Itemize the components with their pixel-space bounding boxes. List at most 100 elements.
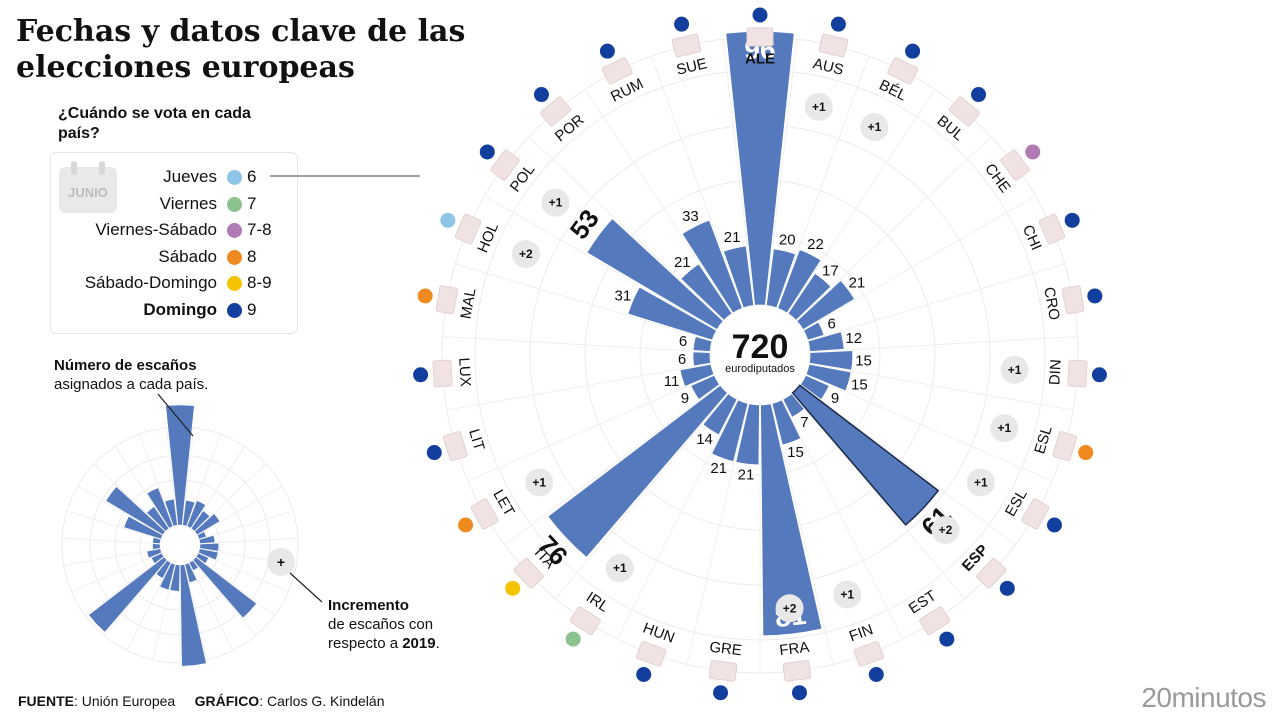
mini-grid-spoke xyxy=(190,446,246,529)
legend-item-label: Sábado-Domingo xyxy=(84,273,217,292)
increment-label: +2 xyxy=(519,247,533,261)
bar-value-label: 15 xyxy=(855,353,872,370)
increment-badge xyxy=(833,580,862,609)
mini-grid-spoke xyxy=(198,552,289,593)
country-label: AUS xyxy=(811,55,845,79)
mini-grid-spoke xyxy=(192,559,257,636)
legend-item-dot xyxy=(227,196,242,212)
bar-sue xyxy=(723,245,755,309)
vote-day-dot xyxy=(1091,367,1107,383)
bar-value-label: 11 xyxy=(664,373,680,390)
mini-bar xyxy=(188,560,199,571)
increment-badge xyxy=(605,554,634,583)
grid-spoke xyxy=(528,136,722,319)
bar-value-label: 14 xyxy=(696,431,713,448)
increment-badge xyxy=(966,468,995,497)
vote-day-dot xyxy=(999,580,1015,596)
vote-day-dot xyxy=(713,685,729,701)
increment-note-bold: Incremento xyxy=(328,597,409,614)
legend-item-day: 9 xyxy=(247,299,257,319)
bar-cro xyxy=(807,331,845,352)
bar-let xyxy=(690,374,721,401)
mini-grid-spoke xyxy=(195,556,275,616)
increment-label: +1 xyxy=(1008,363,1022,377)
increment-label: +1 xyxy=(549,196,563,210)
grid-spoke xyxy=(813,336,1078,353)
vote-day-dot xyxy=(1078,445,1094,461)
bar-ale xyxy=(725,31,795,306)
legend-item-label: Domingo xyxy=(143,299,217,319)
source-label: FUENTE xyxy=(18,693,74,709)
bar-value-label: 21 xyxy=(674,254,691,271)
bar-aus xyxy=(765,248,797,309)
mini-bar xyxy=(152,543,161,550)
center-circle xyxy=(714,309,806,401)
country-flag-icon xyxy=(853,640,884,667)
vote-day-dot xyxy=(417,288,433,304)
grid-spoke xyxy=(616,403,737,640)
country-flag-icon xyxy=(671,33,702,58)
bar-esp xyxy=(791,384,940,527)
country-flag-icon xyxy=(1038,213,1066,245)
legend-item: Domingo 9 xyxy=(51,298,297,322)
country-flag-icon xyxy=(746,27,774,47)
vote-day-dot xyxy=(533,87,549,103)
mini-grid-spoke xyxy=(114,446,170,529)
country-label: LUX xyxy=(455,357,474,387)
legend-heading: ¿Cuándo se vota en cada país? xyxy=(58,105,251,142)
mini-bar xyxy=(146,487,174,529)
legend-item: Sábado-Domingo 8-9 xyxy=(51,271,297,295)
mini-grid-spoke xyxy=(181,427,195,526)
vote-day-dot xyxy=(1046,517,1062,533)
country-flag-icon xyxy=(1021,498,1050,530)
bar-lux xyxy=(692,351,712,367)
mini-grid-spoke xyxy=(85,556,165,616)
country-flag-icon xyxy=(1052,431,1078,462)
mini-bar xyxy=(88,556,168,633)
increment-label: +1 xyxy=(974,476,988,490)
vote-day-dot xyxy=(939,631,955,647)
vote-day-dot xyxy=(479,144,495,160)
country-label: MAL xyxy=(457,287,479,320)
grid-spoke xyxy=(798,136,992,319)
grid-spoke xyxy=(811,263,1065,340)
increment-label: +1 xyxy=(613,561,627,575)
mini-grid-spoke xyxy=(186,433,221,527)
calendar-icon: JUNIO xyxy=(59,161,117,213)
country-flag-icon xyxy=(540,96,572,127)
legend-item-dot xyxy=(227,223,242,238)
graphic-label: GRÁFICO xyxy=(194,693,260,709)
grid-spoke xyxy=(771,407,834,665)
total-seats-label: eurodiputados xyxy=(725,363,795,375)
country-flag-icon xyxy=(1067,359,1088,388)
country-flag-icon xyxy=(454,213,482,245)
bar-din xyxy=(808,350,854,371)
increment-label: +1 xyxy=(840,588,854,602)
mini-bar xyxy=(146,506,170,532)
vote-day-dot xyxy=(413,367,429,383)
calendar-label: JUNIO xyxy=(68,185,108,200)
country-label: CRO xyxy=(1040,286,1063,322)
legend-item-day: 8-9 xyxy=(247,273,272,292)
vote-day-dot xyxy=(599,43,615,59)
bar-value-label: 6 xyxy=(678,351,686,368)
bar-value-label: 33 xyxy=(682,208,699,225)
vote-day-dot xyxy=(791,685,807,701)
mini-grid-spoke xyxy=(126,562,172,651)
mini-bar xyxy=(151,552,165,564)
country-flag-icon xyxy=(513,557,544,589)
bar-esl xyxy=(799,374,830,401)
legend-item-label: Viernes xyxy=(159,193,217,213)
bar-value-label: 6 xyxy=(828,316,836,333)
bar-hun xyxy=(711,399,749,463)
vote-day-dot xyxy=(426,445,442,461)
mini-grid-spoke xyxy=(188,562,234,651)
country-flag-icon xyxy=(442,431,468,462)
mini-bar xyxy=(190,510,210,532)
country-flag-icon xyxy=(782,660,812,682)
mini-grid-spoke xyxy=(197,485,283,536)
mini-bar xyxy=(198,548,219,561)
vote-day-dot xyxy=(636,666,652,682)
increment-note-year: 2019 xyxy=(402,635,436,652)
country-flag-icon xyxy=(432,359,453,388)
